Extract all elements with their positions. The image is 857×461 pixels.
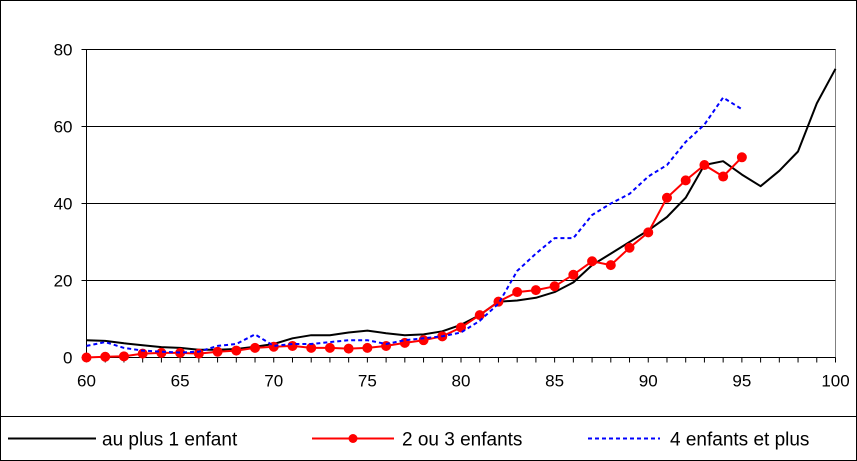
legend-marker [348,434,358,443]
series-point [193,348,204,359]
x-tick-labels: 60 65 70 75 80 85 90 95 100 [77,372,850,391]
series-point [212,346,223,357]
series-point [568,269,579,280]
series-point [362,342,373,353]
x-tick-label: 75 [358,372,377,391]
series-group [81,68,837,363]
series-point [680,175,691,186]
series-point [624,242,635,253]
legend: au plus 1 enfant 2 ou 3 enfants 4 enfants … [8,430,809,451]
series-point [118,351,129,362]
series-point [699,160,710,170]
x-tick-label: 100 [821,372,849,391]
series-point [343,343,354,354]
series-point [287,340,298,351]
series-point [456,322,466,333]
y-tick-label: 60 [54,118,73,137]
series-point [605,260,616,271]
series-point [718,171,729,182]
x-tick-label: 60 [77,372,96,391]
y-tick-label: 40 [54,195,73,214]
y-tick-label: 0 [63,349,72,368]
series-point [324,342,335,353]
x-tick-label: 70 [264,372,283,391]
series-point [231,345,242,356]
legend-label: 2 ou 3 enfants [402,430,522,451]
series-point [643,227,654,238]
legend-label: 4 enfants et plus [670,430,809,451]
y-tick-label: 20 [54,272,73,291]
series-point [100,351,111,362]
series-point [81,352,92,363]
y-tick-labels: 0 20 40 60 80 [54,41,73,368]
series-point [736,152,747,163]
series-point [250,342,261,353]
series-line-2 [86,96,743,354]
series-point [530,285,541,296]
y-tick-label: 80 [54,41,73,60]
series-point [587,256,598,267]
series-point [156,347,167,358]
grid-lines [86,49,836,281]
series-point [474,310,485,321]
legend-box [0,416,857,461]
series-point [418,335,429,346]
x-tick-label: 65 [171,372,190,391]
x-tick-label: 80 [452,372,471,391]
legend-label: au plus 1 enfant [102,430,238,451]
series-point [549,281,560,292]
x-tick-label: 85 [545,372,564,391]
series-point [661,192,672,203]
x-tick-label: 90 [639,372,658,391]
x-tick-label: 95 [732,372,751,391]
series-point [512,287,523,298]
